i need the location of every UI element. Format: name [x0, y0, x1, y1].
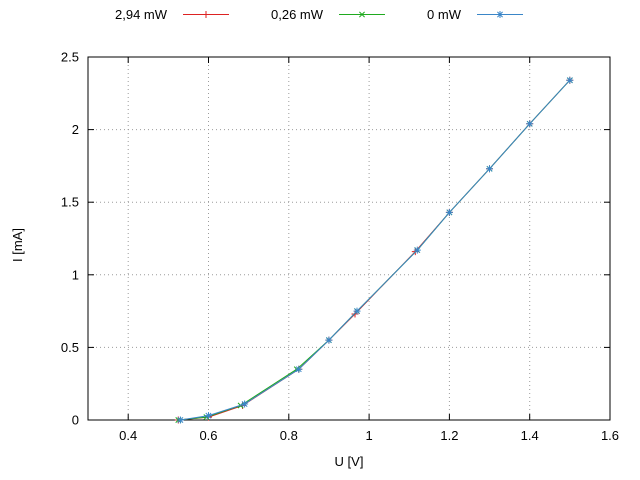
svg-text:1.4: 1.4 [521, 428, 539, 443]
svg-text:1.2: 1.2 [440, 428, 458, 443]
legend-entry: 0,26 mW [271, 7, 387, 22]
svg-text:0.4: 0.4 [119, 428, 137, 443]
svg-text:1: 1 [365, 428, 372, 443]
legend-sample-asterisk-icon [476, 11, 523, 18]
y-axis-label: I [mA] [10, 228, 25, 262]
x-axis-label: U [V] [334, 454, 364, 469]
legend-entry: 0 mW [427, 7, 525, 22]
svg-text:0.5: 0.5 [61, 340, 79, 355]
legend-entry: 2,94 mW [115, 7, 231, 22]
legend-label: 0,26 mW [271, 7, 324, 22]
legend-sample-cross-icon [339, 11, 386, 18]
legend-sample-plus-icon [183, 11, 230, 18]
svg-text:2: 2 [72, 122, 79, 137]
svg-text:0.8: 0.8 [280, 428, 298, 443]
svg-text:0.6: 0.6 [199, 428, 217, 443]
legend-label: 0 mW [427, 7, 461, 22]
svg-text:1.5: 1.5 [61, 195, 79, 210]
svg-text:1.6: 1.6 [601, 428, 619, 443]
svg-text:1: 1 [72, 267, 79, 282]
legend: 2,94 mW 0,26 mW 0 mW [0, 7, 640, 22]
legend-label: 2,94 mW [115, 7, 168, 22]
svg-text:0: 0 [72, 413, 79, 428]
svg-text:2.5: 2.5 [61, 50, 79, 65]
